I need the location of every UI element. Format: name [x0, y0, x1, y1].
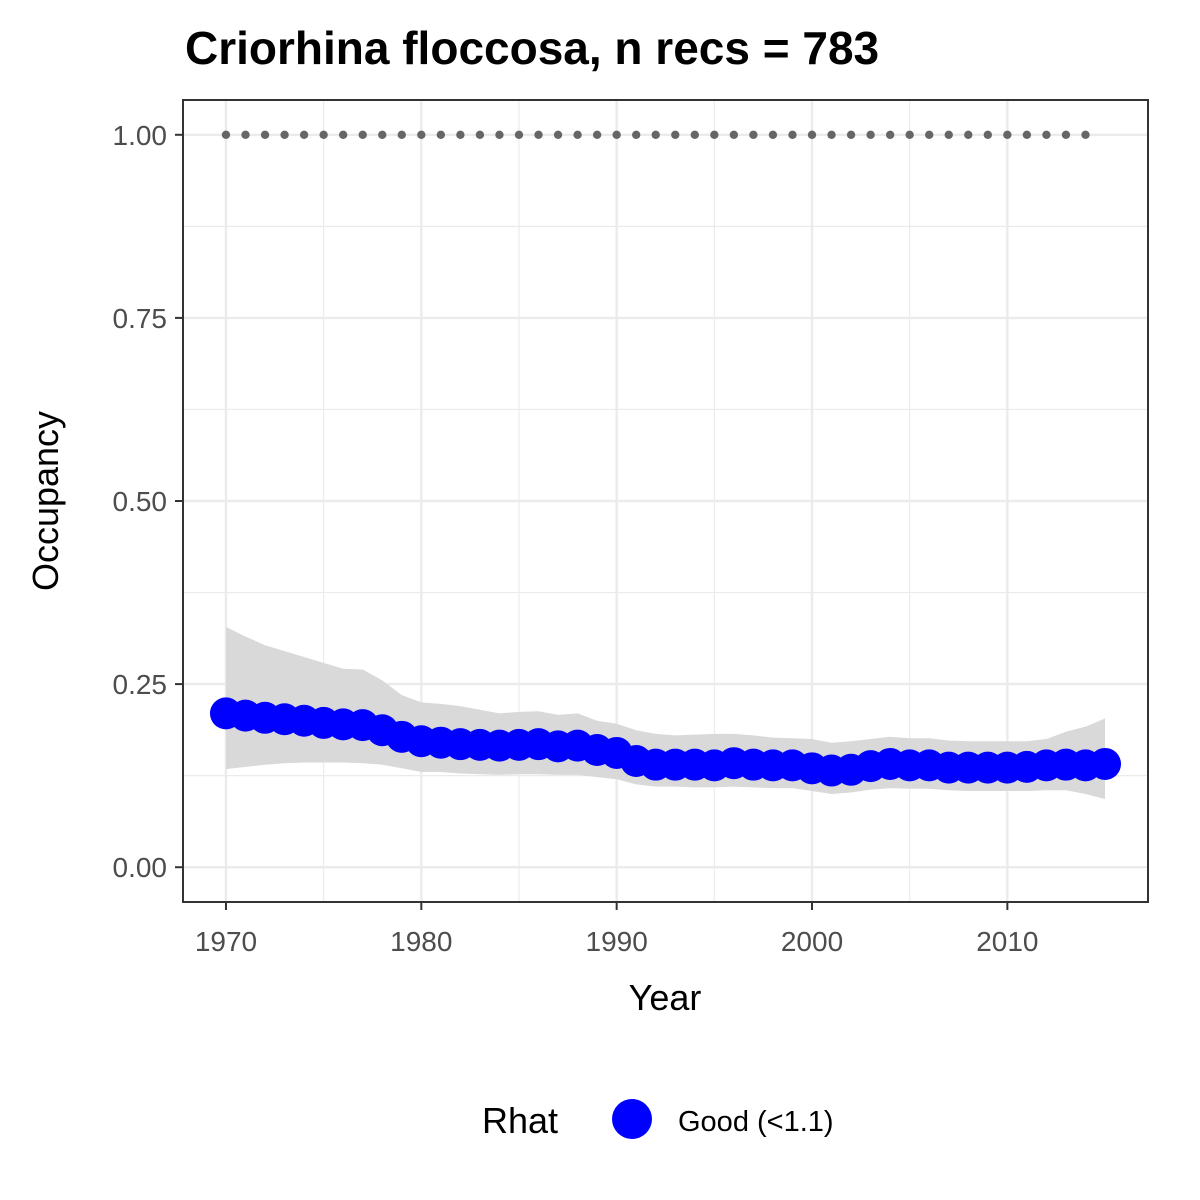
reference-dot	[260, 130, 270, 139]
reference-dot	[1042, 130, 1051, 139]
reference-dot	[534, 130, 543, 139]
reference-dot	[710, 130, 719, 139]
y-axis: 0.00 0.25 0.50 0.75 1.00	[113, 120, 183, 883]
reference-dot	[553, 130, 563, 139]
reference-dot	[436, 130, 446, 139]
reference-dot	[221, 130, 231, 139]
reference-dot	[905, 130, 914, 139]
y-tick-label: 0.75	[113, 303, 168, 334]
y-tick-label: 1.00	[113, 120, 168, 151]
reference-dot	[964, 130, 973, 139]
reference-dot	[378, 130, 387, 139]
reference-dot	[690, 130, 700, 139]
reference-dot	[631, 130, 641, 139]
reference-dot	[983, 130, 993, 139]
reference-dot	[1003, 130, 1012, 139]
y-axis-title: Occupancy	[25, 411, 66, 591]
reference-dot	[866, 130, 875, 139]
reference-dot	[768, 130, 778, 139]
reference-dot	[885, 130, 895, 139]
x-axis-title: Year	[629, 977, 702, 1018]
legend: Rhat Good (<1.1)	[482, 1099, 834, 1141]
reference-dot	[671, 130, 680, 139]
legend-label-good: Good (<1.1)	[678, 1106, 834, 1138]
reference-dot	[749, 130, 758, 139]
reference-dot	[417, 130, 426, 139]
reference-dot	[925, 130, 934, 139]
reference-dot	[319, 130, 328, 139]
y-tick-label: 0.25	[113, 669, 168, 700]
reference-dot	[846, 130, 856, 139]
reference-dot	[280, 130, 289, 139]
reference-dot	[475, 130, 485, 139]
x-tick-label: 1980	[390, 926, 452, 957]
legend-title: Rhat	[482, 1100, 558, 1141]
legend-key-point	[612, 1099, 652, 1139]
reference-dot	[358, 130, 367, 139]
reference-dot	[514, 130, 524, 139]
data-point	[1089, 747, 1122, 780]
x-tick-label: 2000	[781, 926, 843, 957]
reference-dot	[788, 130, 797, 139]
occupancy-points	[209, 697, 1122, 787]
reference-dot	[827, 130, 836, 139]
chart-title: Criorhina floccosa, n recs = 783	[185, 22, 879, 74]
y-tick-label: 0.50	[113, 486, 168, 517]
reference-dot	[241, 130, 250, 139]
reference-dot	[729, 130, 739, 139]
reference-dot	[573, 130, 582, 139]
reference-dot	[612, 130, 621, 139]
plot-panel	[182, 99, 1149, 903]
reference-dot	[495, 130, 504, 139]
reference-dot	[456, 130, 465, 139]
x-tick-label: 1970	[195, 926, 257, 957]
y-tick-label: 0.00	[113, 852, 168, 883]
reference-dot	[397, 130, 406, 139]
x-tick-label: 2010	[976, 926, 1038, 957]
reference-dotted-line	[221, 130, 1090, 139]
reference-dot	[338, 130, 348, 139]
reference-dot	[299, 130, 309, 139]
reference-dot	[1081, 130, 1090, 139]
reference-dot	[944, 130, 953, 139]
reference-dot	[1022, 130, 1032, 139]
reference-dot	[592, 130, 602, 139]
reference-dot	[651, 130, 660, 139]
x-axis: 1970 1980 1990 2000 2010	[195, 902, 1039, 957]
reference-dot	[807, 130, 817, 139]
reference-dot	[1061, 130, 1071, 139]
x-tick-label: 1990	[586, 926, 648, 957]
